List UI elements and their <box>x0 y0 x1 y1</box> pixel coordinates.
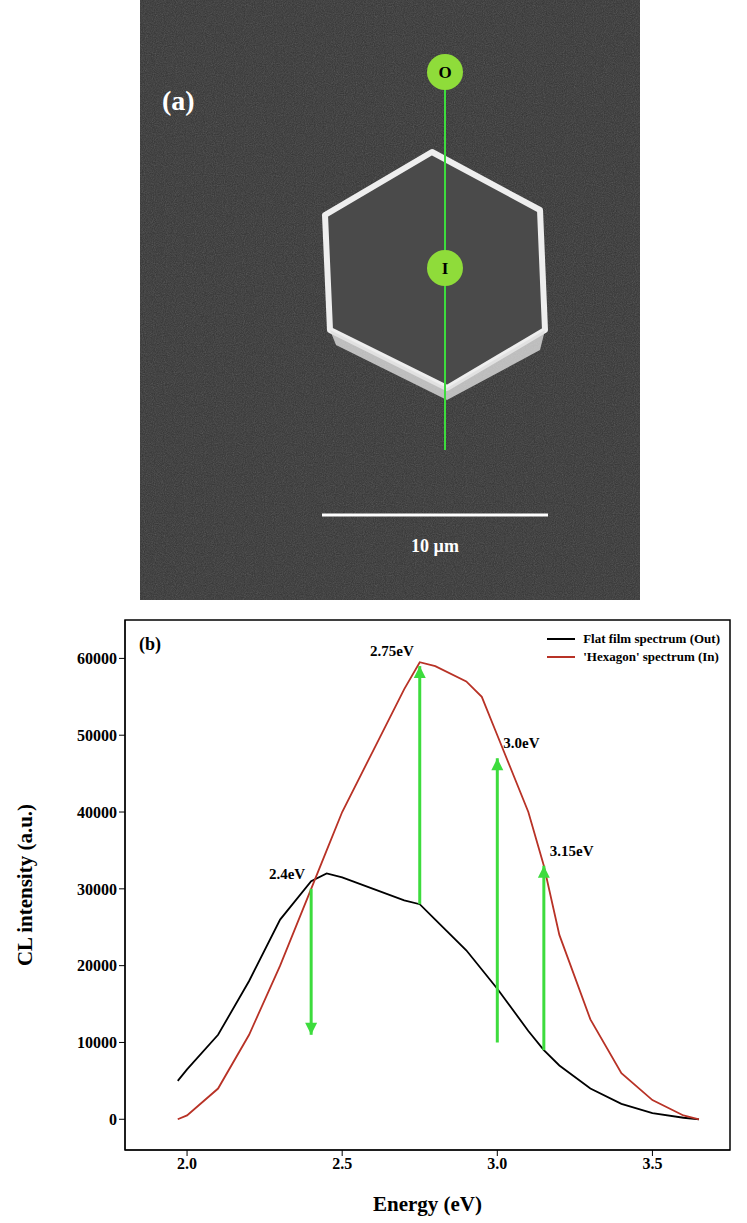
svg-text:30000: 30000 <box>77 881 117 898</box>
svg-text:2.75eV: 2.75eV <box>370 643 414 659</box>
svg-text:3.5: 3.5 <box>642 1155 662 1172</box>
svg-text:3.15eV: 3.15eV <box>550 843 594 859</box>
svg-text:40000: 40000 <box>77 804 117 821</box>
svg-text:I: I <box>442 259 449 278</box>
svg-text:O: O <box>438 63 451 82</box>
svg-text:(a): (a) <box>162 85 195 116</box>
html-text:(b): (b) <box>139 634 161 654</box>
svg-text:3.0: 3.0 <box>487 1155 507 1172</box>
svg-text:50000: 50000 <box>77 727 117 744</box>
html-text:Flat film spectrum (Out): Flat film spectrum (Out) <box>583 631 720 646</box>
svg-text:CL intensity (a.u.): CL intensity (a.u.) <box>13 804 37 966</box>
svg-text:60000: 60000 <box>77 650 117 667</box>
svg-text:2.4eV: 2.4eV <box>269 866 305 882</box>
svg-text:2.5: 2.5 <box>332 1155 352 1172</box>
svg-text:10000: 10000 <box>77 1034 117 1051</box>
svg-text:3.0eV: 3.0eV <box>503 735 539 751</box>
svg-text:Energy (eV): Energy (eV) <box>373 1192 482 1216</box>
html-text:'Hexagon' spectrum (In): 'Hexagon' spectrum (In) <box>583 649 719 664</box>
svg-text:2.0: 2.0 <box>177 1155 197 1172</box>
svg-text:0: 0 <box>109 1111 117 1128</box>
svg-text:10 µm: 10 µm <box>411 536 459 556</box>
svg-text:20000: 20000 <box>77 957 117 974</box>
